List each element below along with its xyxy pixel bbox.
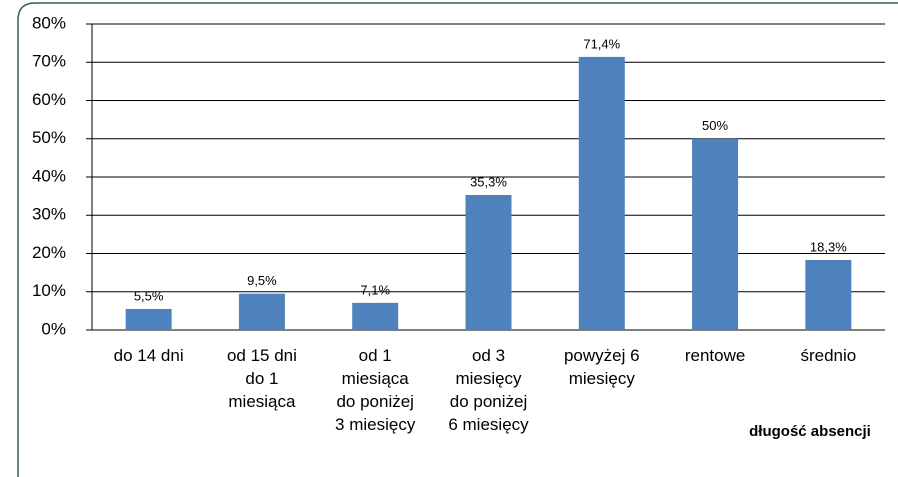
y-tick-label: 30% xyxy=(32,205,66,224)
bar xyxy=(352,302,399,330)
value-label: 5,5% xyxy=(134,288,164,303)
y-tick-label: 10% xyxy=(32,281,66,300)
y-tick-label: 40% xyxy=(32,166,66,185)
bar xyxy=(465,194,512,330)
value-label: 35,3% xyxy=(470,174,507,189)
x-tick-label: od 3 miesięcy do poniżej 6 miesięcy xyxy=(448,346,529,434)
bar xyxy=(238,293,285,330)
bar xyxy=(692,138,739,330)
value-label: 50% xyxy=(702,118,728,133)
y-tick-label: 50% xyxy=(32,128,66,147)
y-tick-label: 60% xyxy=(32,90,66,109)
y-tick-label: 0% xyxy=(41,319,66,338)
x-tick-label: od 1 miesiąca do poniżej 3 miesięcy xyxy=(335,346,416,434)
value-label: 71,4% xyxy=(583,36,620,51)
value-label: 9,5% xyxy=(247,273,277,288)
value-label: 7,1% xyxy=(360,282,390,297)
bar xyxy=(125,308,172,330)
frame xyxy=(17,2,898,477)
x-axis-title: długość absencji xyxy=(749,423,871,440)
y-tick-label: 70% xyxy=(32,52,66,71)
x-tick-label: do 14 dni xyxy=(114,346,184,365)
value-label: 18,3% xyxy=(810,239,847,254)
bar xyxy=(805,260,852,330)
x-tick-label: powyżej 6 miesięcy xyxy=(564,346,640,388)
y-tick-label: 80% xyxy=(32,13,66,32)
x-tick-label: od 15 dni do 1 miesiąca xyxy=(227,346,297,411)
bar xyxy=(578,56,625,331)
x-tick-label: rentowe xyxy=(685,346,745,365)
x-tick-label: średnio xyxy=(800,346,856,365)
y-tick-label: 20% xyxy=(32,243,66,262)
